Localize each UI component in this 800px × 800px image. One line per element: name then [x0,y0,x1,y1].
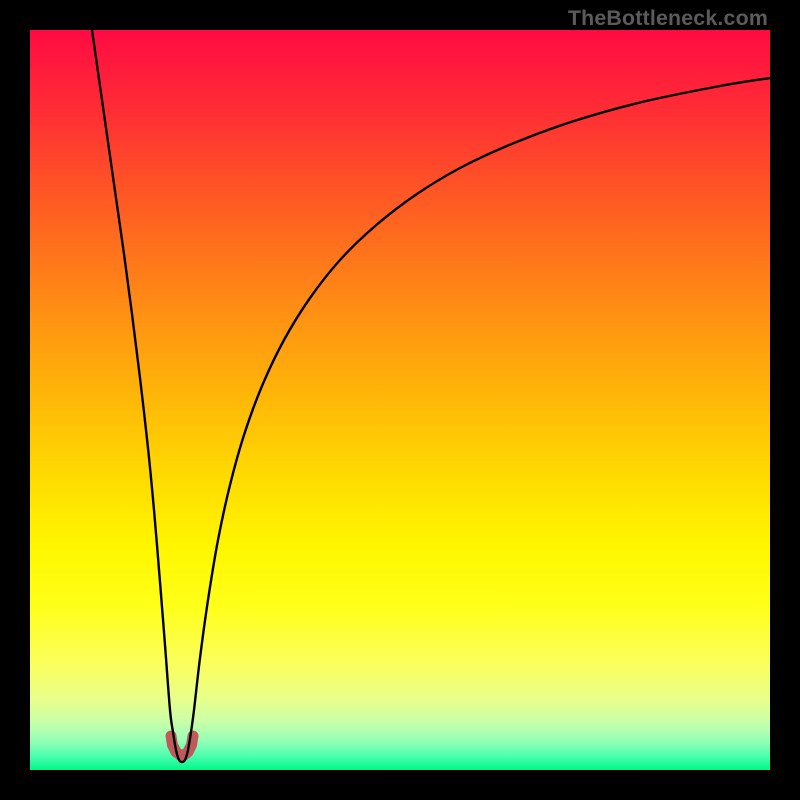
watermark-text: TheBottleneck.com [568,6,768,31]
bottleneck-curve [92,30,770,762]
chart-frame: TheBottleneck.com [0,0,800,800]
plot-area [30,30,770,770]
curve-layer [30,30,770,770]
